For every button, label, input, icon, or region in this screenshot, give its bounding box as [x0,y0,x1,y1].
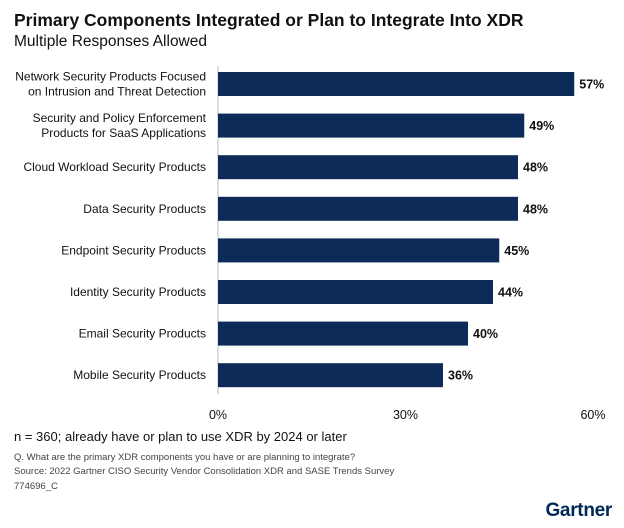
category-label: Data Security Products [83,202,206,216]
chart-title: Primary Components Integrated or Plan to… [14,10,524,30]
x-tick-label: 60% [580,408,605,422]
source-note: Source: 2022 Gartner CISO Security Vendo… [14,466,395,477]
data-label: 45% [504,244,529,258]
sample-size-note: n = 360; already have or plan to use XDR… [14,429,347,444]
data-label: 49% [529,119,554,133]
category-label: Email Security Products [79,327,206,341]
category-label: Products for SaaS Applications [41,126,206,140]
category-label: Security and Policy Enforcement [33,111,207,125]
x-tick-label: 0% [209,408,227,422]
bar [218,280,493,304]
gartner-logo: Gartner [545,500,612,521]
category-label: Endpoint Security Products [61,243,206,257]
bar [218,321,468,346]
category-label: Identity Security Products [70,285,206,299]
data-label: 36% [448,369,473,383]
category-label: Mobile Security Products [73,368,206,382]
bar [218,155,518,180]
category-label: Network Security Products Focused [15,70,206,84]
bar [218,72,575,96]
data-label: 40% [473,327,498,341]
data-label: 48% [523,161,548,175]
data-label: 48% [523,202,548,216]
bar [218,196,518,221]
x-tick-label: 30% [393,408,418,422]
bar [218,238,500,263]
data-label: 57% [579,78,604,92]
data-label: 44% [498,286,523,300]
bar [218,113,525,138]
category-label: Cloud Workload Security Products [23,160,206,174]
document-code: 774696_C [14,481,58,492]
category-label: on Intrusion and Threat Detection [28,85,206,99]
survey-question: Q. What are the primary XDR components y… [14,452,356,463]
chart-subtitle: Multiple Responses Allowed [14,33,207,50]
bar [218,363,443,388]
